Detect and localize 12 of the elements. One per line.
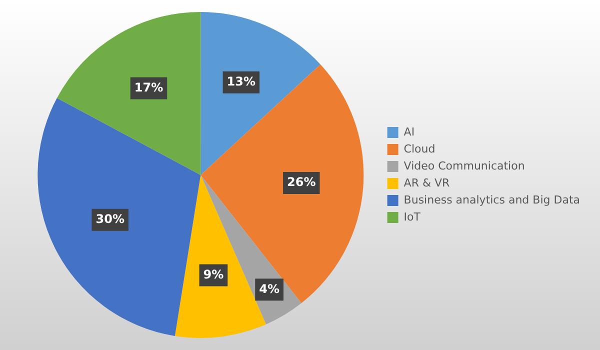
- legend-label: IoT: [404, 210, 421, 224]
- data-label: 13%: [226, 74, 256, 89]
- data-label: 26%: [287, 175, 316, 190]
- data-label: 9%: [203, 267, 224, 282]
- legend-label: AI: [404, 125, 415, 138]
- legend-label: Cloud: [404, 142, 436, 156]
- legend-label: Business analytics and Big Data: [404, 193, 580, 206]
- data-label: 30%: [96, 212, 124, 226]
- data-label: 17%: [134, 80, 164, 94]
- legend-label: AR & VR: [404, 176, 450, 190]
- legend-label: Video Communication: [404, 159, 525, 172]
- data-label: 4%: [259, 282, 280, 296]
